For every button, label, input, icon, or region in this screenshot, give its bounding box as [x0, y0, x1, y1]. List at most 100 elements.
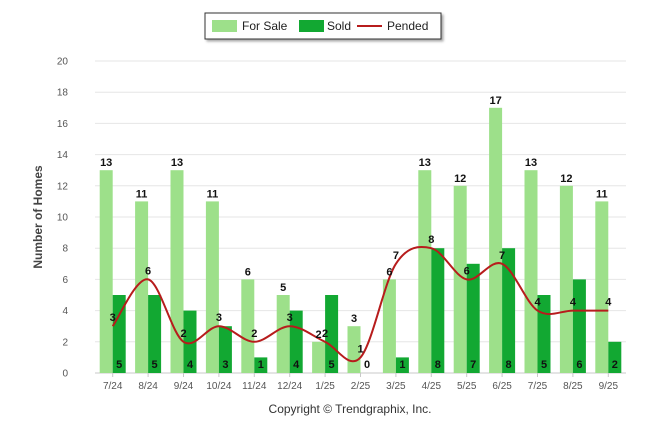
- x-tick-label: 9/25: [599, 381, 619, 392]
- x-tick-label: 12/24: [277, 381, 302, 392]
- x-tick-label: 11/24: [242, 381, 267, 392]
- y-tick-label: 0: [62, 369, 68, 380]
- y-tick-label: 10: [57, 213, 69, 224]
- x-tick-label: 2/25: [351, 381, 371, 392]
- y-tick-label: 2: [62, 337, 68, 348]
- sold-value-label: 0: [364, 359, 370, 371]
- for-sale-value-label: 6: [245, 266, 251, 278]
- sold-bar[interactable]: [572, 279, 586, 373]
- pended-value-label: 4: [534, 297, 541, 309]
- for-sale-value-label: 13: [100, 157, 112, 169]
- x-tick-label: 7/25: [528, 381, 548, 392]
- x-tick-label: 6/25: [492, 381, 512, 392]
- for-sale-value-label: 6: [386, 266, 392, 278]
- x-axis-ticks: 7/24 8/24 9/24 10/24 11/24 12/24 1/25 2/25 3/25 4…: [103, 373, 619, 392]
- legend: For Sale Sold Pended: [204, 12, 442, 40]
- pended-value-label: 6: [464, 265, 470, 277]
- pended-value-label: 1: [357, 343, 363, 355]
- sold-bar[interactable]: [466, 263, 480, 373]
- legend-label-sold: Sold: [327, 19, 351, 33]
- for-sale-value-label: 11: [207, 188, 219, 200]
- legend-label-pended: Pended: [387, 19, 428, 33]
- for-sale-bar[interactable]: [559, 185, 573, 373]
- sold-value-label: 1: [258, 359, 264, 371]
- for-sale-bar[interactable]: [135, 201, 149, 373]
- bars: [99, 107, 622, 374]
- sold-bar[interactable]: [183, 310, 197, 373]
- legend-swatch-sold: [299, 20, 324, 32]
- for-sale-value-label: 13: [525, 157, 537, 169]
- pended-line[interactable]: [111, 245, 609, 363]
- y-tick-label: 16: [57, 119, 69, 130]
- pended-value-label: 4: [605, 297, 612, 309]
- x-tick-label: 7/24: [103, 381, 123, 392]
- x-tick-label: 3/25: [386, 381, 406, 392]
- legend-swatch-for-sale: [212, 20, 237, 32]
- sold-bar[interactable]: [112, 295, 126, 373]
- x-tick-label: 10/24: [206, 381, 231, 392]
- sold-bar[interactable]: [431, 248, 445, 373]
- for-sale-value-label: 11: [136, 188, 148, 200]
- sold-bar[interactable]: [148, 295, 162, 373]
- sold-bar[interactable]: [325, 295, 339, 373]
- for-sale-value-label: 13: [419, 157, 431, 169]
- pended-value-label: 3: [110, 312, 116, 324]
- x-tick-label: 1/25: [315, 381, 335, 392]
- sold-bar[interactable]: [395, 357, 409, 373]
- pended-value-label: 4: [570, 297, 577, 309]
- for-sale-bar[interactable]: [595, 201, 609, 373]
- for-sale-bar[interactable]: [170, 170, 184, 373]
- copyright-credit: Copyright © Trendgraphix, Inc.: [269, 402, 432, 416]
- for-sale-value-label: 11: [596, 188, 608, 200]
- for-sale-bar[interactable]: [382, 279, 396, 373]
- for-sale-bar[interactable]: [418, 170, 432, 373]
- y-tick-label: 18: [57, 88, 69, 99]
- for-sale-value-label: 5: [280, 282, 286, 294]
- x-tick-label: 9/24: [174, 381, 194, 392]
- for-sale-bar[interactable]: [489, 107, 503, 374]
- sold-bar[interactable]: [254, 357, 268, 373]
- sold-bar[interactable]: [608, 341, 622, 373]
- legend-item-pended[interactable]: Pended: [357, 19, 428, 33]
- legend-item-for-sale[interactable]: For Sale: [212, 19, 288, 33]
- pended-value-label: 2: [180, 328, 186, 340]
- sold-value-label: 5: [329, 359, 335, 371]
- pended-value-label: 2: [322, 328, 328, 340]
- pended-line-layer: [111, 245, 609, 363]
- pended-value-label: 7: [393, 250, 399, 262]
- sold-value-label: 3: [222, 359, 228, 371]
- y-axis-title: Number of Homes: [31, 165, 45, 269]
- y-tick-label: 12: [57, 181, 69, 192]
- for-sale-value-label: 13: [171, 157, 183, 169]
- for-sale-bar[interactable]: [99, 170, 113, 373]
- x-tick-label: 4/25: [422, 381, 442, 392]
- y-tick-label: 8: [62, 244, 68, 255]
- for-sale-bar[interactable]: [453, 185, 467, 373]
- sold-bar[interactable]: [218, 326, 232, 373]
- sold-value-label: 5: [152, 359, 158, 371]
- pended-value-label: 7: [499, 250, 505, 262]
- for-sale-bar[interactable]: [524, 170, 538, 373]
- y-tick-label: 14: [57, 150, 69, 161]
- pended-value-label: 8: [428, 234, 434, 246]
- for-sale-bar[interactable]: [312, 341, 326, 373]
- for-sale-value-label: 12: [560, 173, 572, 185]
- y-tick-label: 20: [57, 57, 69, 68]
- legend-item-sold[interactable]: Sold: [299, 19, 351, 33]
- sold-value-label: 7: [470, 359, 476, 371]
- legend-label-for-sale: For Sale: [242, 19, 288, 33]
- y-tick-label: 6: [62, 275, 68, 286]
- for-sale-bar[interactable]: [241, 279, 255, 373]
- sold-value-label: 5: [541, 359, 547, 371]
- sold-value-label: 5: [116, 359, 122, 371]
- for-sale-bar[interactable]: [276, 295, 290, 373]
- for-sale-bar[interactable]: [205, 201, 219, 373]
- pended-value-label: 3: [287, 312, 293, 324]
- pended-value-label: 3: [216, 312, 222, 324]
- y-axis-ticks: 0 2 4 6 8 10 12 14 16 18 20: [57, 57, 69, 380]
- sold-value-label: 4: [293, 359, 300, 371]
- x-tick-label: 8/24: [138, 381, 158, 392]
- sold-bar[interactable]: [502, 248, 516, 373]
- for-sale-value-label: 17: [489, 95, 501, 107]
